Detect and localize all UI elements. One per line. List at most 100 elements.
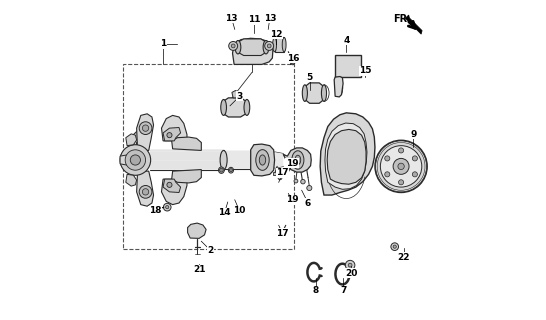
- Text: 3: 3: [236, 92, 242, 101]
- Ellipse shape: [282, 37, 286, 52]
- Circle shape: [143, 189, 149, 195]
- Text: 8: 8: [313, 286, 319, 295]
- Text: 7: 7: [340, 286, 346, 295]
- Circle shape: [345, 260, 355, 270]
- Circle shape: [278, 176, 282, 180]
- Circle shape: [219, 168, 223, 172]
- Circle shape: [167, 182, 172, 188]
- Polygon shape: [120, 155, 127, 165]
- Polygon shape: [325, 123, 367, 189]
- Text: 12: 12: [270, 30, 282, 39]
- Circle shape: [301, 180, 305, 184]
- Text: 2: 2: [207, 246, 214, 255]
- Circle shape: [399, 148, 403, 153]
- Text: 18: 18: [149, 206, 162, 215]
- Ellipse shape: [302, 85, 307, 101]
- Text: 14: 14: [218, 208, 231, 217]
- Polygon shape: [251, 144, 275, 176]
- Circle shape: [294, 179, 298, 183]
- Circle shape: [267, 44, 271, 48]
- Ellipse shape: [295, 155, 301, 165]
- Text: 22: 22: [397, 253, 410, 262]
- Circle shape: [321, 275, 322, 277]
- Polygon shape: [188, 223, 206, 238]
- Text: 4: 4: [343, 36, 349, 45]
- Polygon shape: [275, 152, 283, 168]
- Ellipse shape: [272, 37, 276, 52]
- Text: 11: 11: [248, 15, 260, 24]
- Text: 19: 19: [286, 195, 299, 204]
- Polygon shape: [126, 134, 136, 146]
- Circle shape: [265, 42, 274, 50]
- Ellipse shape: [290, 59, 295, 65]
- Polygon shape: [163, 179, 181, 193]
- Bar: [273, 172, 277, 175]
- Polygon shape: [126, 174, 136, 186]
- Polygon shape: [136, 171, 153, 206]
- Circle shape: [391, 243, 399, 251]
- Bar: [335, 55, 361, 77]
- Circle shape: [139, 186, 152, 198]
- Circle shape: [163, 203, 171, 211]
- Circle shape: [412, 156, 418, 161]
- Circle shape: [307, 186, 312, 191]
- Circle shape: [385, 172, 390, 177]
- Ellipse shape: [218, 167, 224, 173]
- Text: FR.: FR.: [394, 14, 412, 24]
- Circle shape: [120, 145, 151, 175]
- Circle shape: [393, 158, 409, 174]
- Polygon shape: [162, 116, 187, 141]
- Polygon shape: [238, 39, 266, 55]
- Ellipse shape: [244, 100, 250, 116]
- Polygon shape: [171, 170, 201, 183]
- Text: 5: 5: [306, 73, 313, 82]
- Ellipse shape: [220, 150, 227, 170]
- Ellipse shape: [292, 151, 304, 169]
- Text: 13: 13: [225, 14, 238, 23]
- Circle shape: [348, 263, 352, 267]
- Polygon shape: [305, 83, 324, 103]
- Circle shape: [349, 275, 352, 277]
- Ellipse shape: [259, 155, 266, 165]
- Bar: [123, 64, 294, 249]
- Circle shape: [143, 125, 149, 131]
- Circle shape: [399, 180, 403, 185]
- Text: 17: 17: [276, 229, 289, 238]
- Ellipse shape: [235, 41, 241, 54]
- Text: 13: 13: [264, 14, 276, 23]
- Polygon shape: [171, 137, 201, 150]
- Circle shape: [385, 156, 390, 161]
- Circle shape: [412, 172, 418, 177]
- Text: 19: 19: [286, 159, 299, 168]
- Circle shape: [130, 155, 140, 165]
- Text: 17: 17: [276, 168, 289, 177]
- Bar: [150, 150, 224, 170]
- Polygon shape: [327, 129, 366, 184]
- Polygon shape: [130, 130, 143, 155]
- Text: 15: 15: [359, 66, 372, 75]
- Bar: [275, 37, 284, 52]
- Circle shape: [229, 169, 233, 172]
- Polygon shape: [223, 98, 247, 117]
- Bar: [281, 231, 285, 234]
- Ellipse shape: [263, 41, 269, 54]
- Text: 20: 20: [345, 268, 357, 278]
- Text: 6: 6: [305, 198, 311, 207]
- Circle shape: [167, 132, 172, 138]
- Polygon shape: [136, 114, 153, 150]
- Polygon shape: [162, 179, 187, 204]
- Polygon shape: [405, 15, 422, 34]
- Polygon shape: [283, 148, 311, 172]
- Text: 10: 10: [233, 206, 246, 215]
- Text: 1: 1: [160, 39, 166, 48]
- Ellipse shape: [228, 167, 234, 173]
- Circle shape: [393, 245, 396, 248]
- Ellipse shape: [256, 150, 269, 170]
- Ellipse shape: [322, 85, 327, 101]
- Text: 9: 9: [410, 130, 417, 139]
- Bar: [224, 151, 251, 169]
- Circle shape: [381, 146, 422, 187]
- Polygon shape: [232, 91, 240, 98]
- Polygon shape: [163, 127, 181, 141]
- Text: 21: 21: [193, 265, 205, 275]
